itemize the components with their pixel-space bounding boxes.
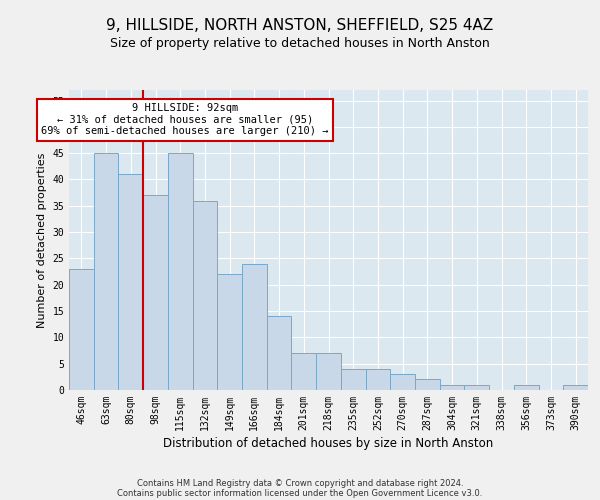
Bar [390,374,415,390]
Bar [94,153,118,390]
Bar [563,384,588,390]
Bar [217,274,242,390]
Text: 9, HILLSIDE, NORTH ANSTON, SHEFFIELD, S25 4AZ: 9, HILLSIDE, NORTH ANSTON, SHEFFIELD, S2… [106,18,494,32]
Bar [292,353,316,390]
Bar [464,384,489,390]
Text: 9 HILLSIDE: 92sqm
← 31% of detached houses are smaller (95)
69% of semi-detached: 9 HILLSIDE: 92sqm ← 31% of detached hous… [41,103,329,136]
Bar [415,380,440,390]
Bar [118,174,143,390]
Text: Contains HM Land Registry data © Crown copyright and database right 2024.: Contains HM Land Registry data © Crown c… [137,478,463,488]
Bar [168,153,193,390]
Bar [242,264,267,390]
Bar [143,196,168,390]
Bar [514,384,539,390]
Bar [193,200,217,390]
Bar [69,269,94,390]
Text: Size of property relative to detached houses in North Anston: Size of property relative to detached ho… [110,38,490,51]
Text: Contains public sector information licensed under the Open Government Licence v3: Contains public sector information licen… [118,488,482,498]
Bar [341,369,365,390]
Bar [316,353,341,390]
X-axis label: Distribution of detached houses by size in North Anston: Distribution of detached houses by size … [163,437,494,450]
Bar [440,384,464,390]
Y-axis label: Number of detached properties: Number of detached properties [37,152,47,328]
Bar [267,316,292,390]
Bar [365,369,390,390]
